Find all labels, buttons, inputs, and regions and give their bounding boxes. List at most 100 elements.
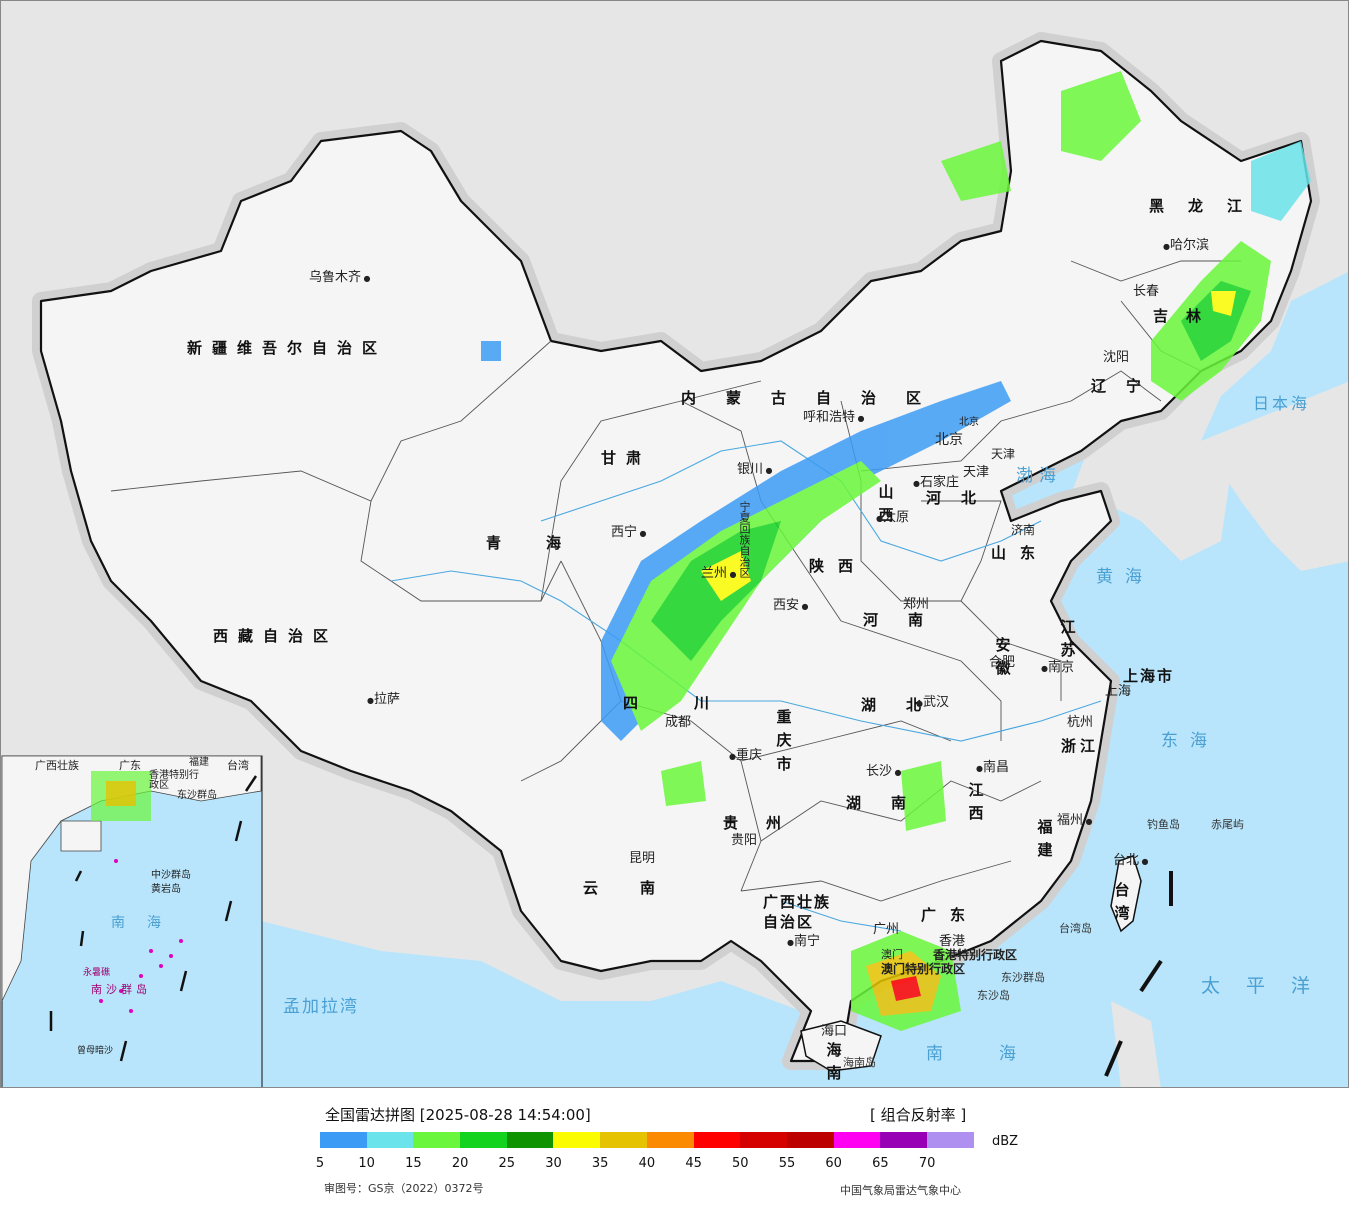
review-number: 审图号：GS京（2022）0372号 [324, 1182, 484, 1195]
color-swatch [786, 1132, 834, 1148]
province-label: 内蒙古自治区 [681, 389, 952, 407]
color-scale [320, 1132, 974, 1148]
inset-label: 黄岩岛 [151, 884, 181, 895]
city-label: 重庆 [729, 749, 762, 762]
color-swatch [600, 1132, 647, 1148]
color-swatch [880, 1132, 927, 1148]
color-scale-ticks: 5 10 15 20 25 30 35 40 45 50 55 60 65 70 [316, 1156, 1020, 1172]
province-label: 安徽 [995, 636, 1011, 678]
province-label: 天津 [991, 447, 1016, 461]
source-label: 中国气象局雷达气象中心 [840, 1184, 961, 1197]
province-label: 浙江 [1061, 737, 1100, 755]
province-label: 福建 [1037, 818, 1053, 860]
city-label: 北京 [959, 417, 979, 428]
color-swatch [413, 1132, 461, 1148]
inset-label: 永暑礁 [83, 968, 111, 978]
product-label: [ 组合反射率 ] [870, 1106, 967, 1124]
inset-label: 南海 [111, 915, 183, 931]
province-label: 湖南 [846, 794, 937, 812]
color-swatch [833, 1132, 881, 1148]
province-label: 四川 [623, 694, 766, 712]
tick-label: 60 [825, 1156, 842, 1171]
city-label: 上海 [1105, 684, 1132, 699]
color-swatch [460, 1132, 507, 1148]
city-label: 南宁 [787, 935, 820, 948]
province-label: 海南 [826, 1041, 842, 1083]
province-label: 云南 [583, 879, 698, 897]
city-label: 郑州 [903, 597, 930, 612]
tick-label: 5 [315, 1156, 325, 1171]
city-label: 石家庄 [913, 476, 959, 489]
inset-label: 广西壮族 [35, 759, 79, 772]
province-label: 广东 [921, 906, 980, 924]
province-label: 香港特别行政区 [933, 948, 1018, 962]
inset-label: 香港特别行政区 [149, 770, 199, 791]
inset-label: 中沙群岛 [151, 870, 191, 881]
province-label: 青海 [486, 534, 607, 552]
province-label: 甘肃 [601, 449, 652, 467]
city-label: 西宁 [611, 526, 647, 539]
province-label: 台湾 [1114, 881, 1130, 923]
city-label: 长春 [1133, 284, 1160, 299]
unit-label: dBZ [992, 1134, 1019, 1149]
sea-label: 太平洋 [1201, 975, 1337, 997]
inset-label: 福建 [189, 757, 209, 768]
inset-label: 台湾 [227, 759, 249, 772]
province-label: 河南 [863, 611, 954, 629]
city-label: 澳门 [881, 948, 903, 961]
land-philippines [1111, 1001, 1161, 1087]
city-label: 海口 [821, 1024, 848, 1039]
color-swatch [320, 1132, 367, 1148]
south-china-sea-inset [1, 755, 263, 1087]
city-label: 合肥 [989, 655, 1016, 670]
province-label: 西藏自治区 [213, 627, 339, 645]
color-swatch [740, 1132, 787, 1148]
province-label: 重庆市 [776, 708, 792, 773]
city-label: 沈阳 [1103, 350, 1130, 365]
radar-echoes [101, 71, 1311, 1031]
sea-label: 东海 [1161, 731, 1219, 751]
province-label: 贵州 [723, 814, 810, 832]
tick-label: 65 [872, 1156, 889, 1171]
province-label: 宁夏回族自治区 [738, 501, 751, 578]
tick-label: 20 [451, 1156, 469, 1171]
city-label: 贵阳 [731, 833, 758, 848]
city-label: 兰州 [701, 567, 737, 580]
tick-label: 50 [732, 1156, 749, 1171]
province-label: 陕西 [809, 557, 868, 575]
city-label: 济南 [1011, 523, 1036, 537]
city-label: 广州 [873, 922, 900, 937]
island-label: 东沙岛 [977, 989, 1010, 1002]
province-label: 黑龙江 [1149, 197, 1267, 215]
land-korea [1131, 411, 1211, 561]
city-label: 杭州 [1067, 715, 1094, 730]
province-label: 吉林 [1153, 307, 1220, 325]
color-swatch [366, 1132, 414, 1148]
island-label: 赤尾屿 [1211, 818, 1244, 831]
land-japan [1201, 381, 1348, 571]
sea-label: 孟加拉湾 [283, 997, 359, 1017]
island-label: 台湾岛 [1059, 922, 1092, 935]
inset-label: 南沙群岛 [91, 983, 151, 996]
tick-label: 35 [591, 1156, 609, 1171]
city-label: 拉萨 [367, 693, 400, 706]
city-label: 武汉 [916, 696, 949, 709]
city-label: 太原 [876, 511, 909, 524]
color-swatch [646, 1132, 694, 1148]
city-label: 南昌 [976, 761, 1009, 774]
sea-label: 日本海 [1253, 394, 1311, 413]
sea-label: 黄海 [1096, 567, 1154, 587]
city-label: 哈尔滨 [1163, 239, 1209, 252]
radar-map: 新疆维吾尔自治区 西藏自治区 青海 甘肃 内蒙古自治区 黑龙江 吉林 辽宁 河北… [0, 0, 1349, 1088]
province-label: 北京 [935, 432, 963, 448]
city-label: 成都 [665, 715, 692, 730]
hainan-land [800, 1020, 882, 1072]
inset-label: 东沙群岛 [177, 790, 217, 801]
province-label: 山东 [991, 544, 1050, 562]
map-canvas [1, 1, 1348, 1087]
inset-label: 广东 [119, 759, 141, 772]
province-label: 新疆维吾尔自治区 [187, 339, 388, 357]
color-swatch [693, 1132, 741, 1148]
province-label: 河北 [926, 489, 997, 507]
province-label: 辽宁 [1091, 377, 1162, 395]
